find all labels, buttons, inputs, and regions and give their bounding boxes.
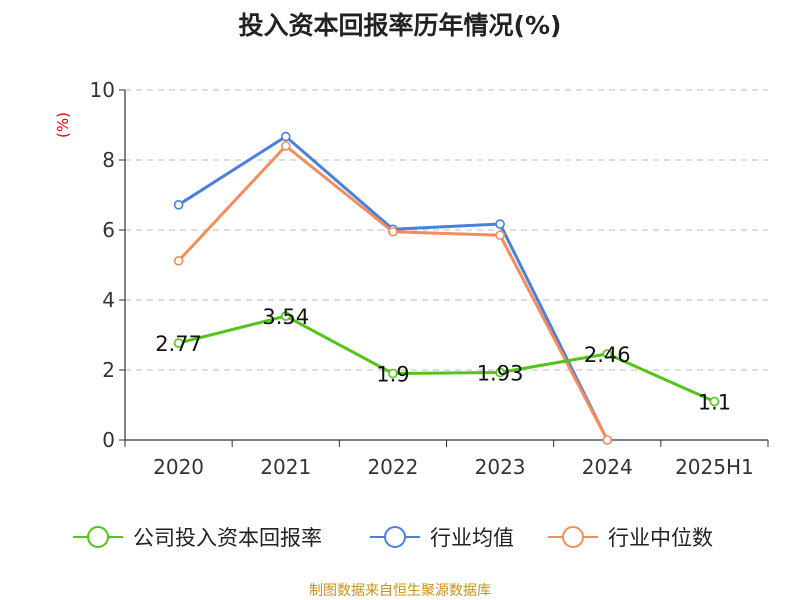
x-tick-label: 2022 <box>367 455 418 479</box>
data-label: 2.77 <box>155 332 202 356</box>
data-point <box>495 230 505 241</box>
data-point <box>173 338 184 348</box>
x-tick-label: 2021 <box>260 455 311 479</box>
series-line <box>178 314 716 403</box>
data-point <box>280 311 291 321</box>
x-tick-label: 2025H1 <box>675 455 754 479</box>
data-point <box>280 131 291 142</box>
y-tick-label: 6 <box>102 218 115 242</box>
data-point <box>173 255 184 266</box>
y-tick-label: 2 <box>102 358 115 382</box>
y-tick-label: 0 <box>102 428 115 452</box>
series-line <box>177 144 609 441</box>
legend-label: 公司投入资本回报率 <box>133 526 322 550</box>
legend-marker <box>562 526 584 548</box>
series-line <box>177 135 609 441</box>
data-point <box>495 367 505 378</box>
data-label: 1.9 <box>376 363 409 387</box>
data-label: 1.93 <box>477 361 524 385</box>
legend-marker <box>384 526 406 548</box>
chart-title: 投入资本回报率历年情况(%) <box>238 11 562 40</box>
data-point <box>602 349 613 359</box>
x-tick-label: 2024 <box>582 455 633 479</box>
data-label: 1.1 <box>698 391 731 415</box>
x-tick-label: 2023 <box>475 455 526 479</box>
x-tick-label: 2020 <box>153 455 204 479</box>
y-tick-label: 10 <box>90 78 115 102</box>
legend-label: 行业中位数 <box>608 526 713 550</box>
legend-marker <box>87 526 109 548</box>
data-point <box>602 435 613 445</box>
y-tick-label: 8 <box>102 148 115 172</box>
data-point <box>495 219 505 229</box>
legend-label: 行业均值 <box>430 526 514 550</box>
data-label: 3.54 <box>262 305 309 329</box>
data-point <box>173 200 184 210</box>
data-point <box>280 141 291 151</box>
source-note: 制图数据来自恒生聚源数据库 <box>309 583 491 599</box>
data-point <box>709 396 720 407</box>
data-label: 2.46 <box>584 343 631 367</box>
y-tick-label: 4 <box>102 288 115 312</box>
data-point <box>388 226 398 237</box>
data-point <box>388 368 398 379</box>
